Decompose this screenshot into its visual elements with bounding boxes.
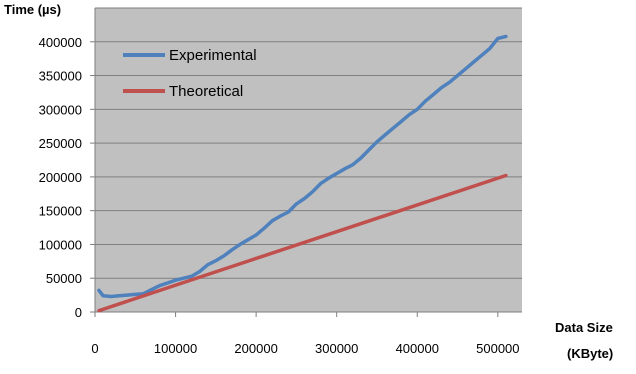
series-layer [97, 34, 508, 313]
y-tick-label: 350000 [39, 69, 82, 84]
y-tick-label: 300000 [39, 102, 82, 117]
legend-label-theoretical: Theoretical [169, 83, 243, 100]
x-tick-label: 500000 [476, 341, 519, 356]
y-tick-label: 250000 [39, 136, 82, 151]
y-tick-label: 150000 [39, 204, 82, 219]
plot-area [95, 8, 522, 312]
gridlines [95, 7, 522, 313]
x-axis-title-line2: (KByte) [567, 346, 613, 361]
y-tick-label: 0 [75, 305, 82, 320]
y-axis-title: Time (µs) [4, 2, 61, 17]
x-tick-label: 300000 [315, 341, 358, 356]
y-tick-label: 50000 [46, 271, 82, 286]
y-tick-label: 200000 [39, 170, 82, 185]
x-tick-label: 100000 [154, 341, 197, 356]
y-tick-label: 400000 [39, 35, 82, 50]
x-tick-label: 0 [91, 341, 98, 356]
x-tick-label: 200000 [234, 341, 277, 356]
x-axis-title-line1: Data Size [555, 320, 613, 335]
axes: 0 50000 100000 150000 200000 250000 300000 3500… [39, 8, 522, 356]
legend-label-experimental: Experimental [169, 47, 257, 64]
legend: Experimental Theoretical [123, 47, 257, 100]
series-line-experimental [97, 34, 508, 299]
x-tick-label: 400000 [396, 341, 439, 356]
y-tick-label: 100000 [39, 237, 82, 252]
series-line-theoretical [97, 173, 508, 313]
